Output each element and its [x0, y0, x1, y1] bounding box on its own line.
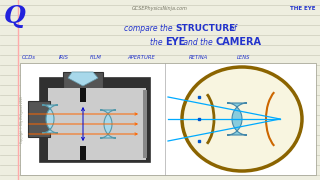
- Text: EYE: EYE: [165, 37, 185, 47]
- Text: LENS: LENS: [236, 55, 250, 60]
- FancyBboxPatch shape: [143, 90, 147, 158]
- Text: Copyright © Olly Wedgwood 2019: Copyright © Olly Wedgwood 2019: [20, 96, 24, 143]
- Polygon shape: [227, 103, 247, 135]
- Text: CCDs: CCDs: [22, 55, 36, 60]
- Text: APERTURE: APERTURE: [127, 55, 155, 60]
- Text: of: of: [227, 24, 236, 33]
- Text: STRUCTURE: STRUCTURE: [175, 24, 235, 33]
- FancyBboxPatch shape: [80, 88, 86, 102]
- Text: FILM: FILM: [90, 55, 102, 60]
- FancyBboxPatch shape: [28, 101, 50, 137]
- Text: CAMERA: CAMERA: [215, 37, 261, 47]
- Text: Q: Q: [4, 4, 26, 28]
- FancyBboxPatch shape: [80, 146, 86, 160]
- Text: IRIS: IRIS: [59, 55, 69, 60]
- Polygon shape: [42, 105, 58, 133]
- Text: THE EYE: THE EYE: [291, 6, 316, 11]
- Text: GCSEPhysicsNinja.com: GCSEPhysicsNinja.com: [132, 6, 188, 11]
- Text: and the: and the: [181, 37, 215, 46]
- Text: RETINA: RETINA: [189, 55, 208, 60]
- FancyBboxPatch shape: [63, 72, 103, 90]
- FancyBboxPatch shape: [40, 78, 150, 162]
- Text: Ninja.com: Ninja.com: [203, 100, 277, 150]
- Text: the: the: [150, 37, 165, 46]
- Polygon shape: [100, 110, 116, 138]
- FancyBboxPatch shape: [20, 63, 316, 175]
- Polygon shape: [68, 72, 98, 86]
- Text: compare the: compare the: [124, 24, 175, 33]
- FancyBboxPatch shape: [48, 88, 146, 160]
- Ellipse shape: [182, 67, 302, 171]
